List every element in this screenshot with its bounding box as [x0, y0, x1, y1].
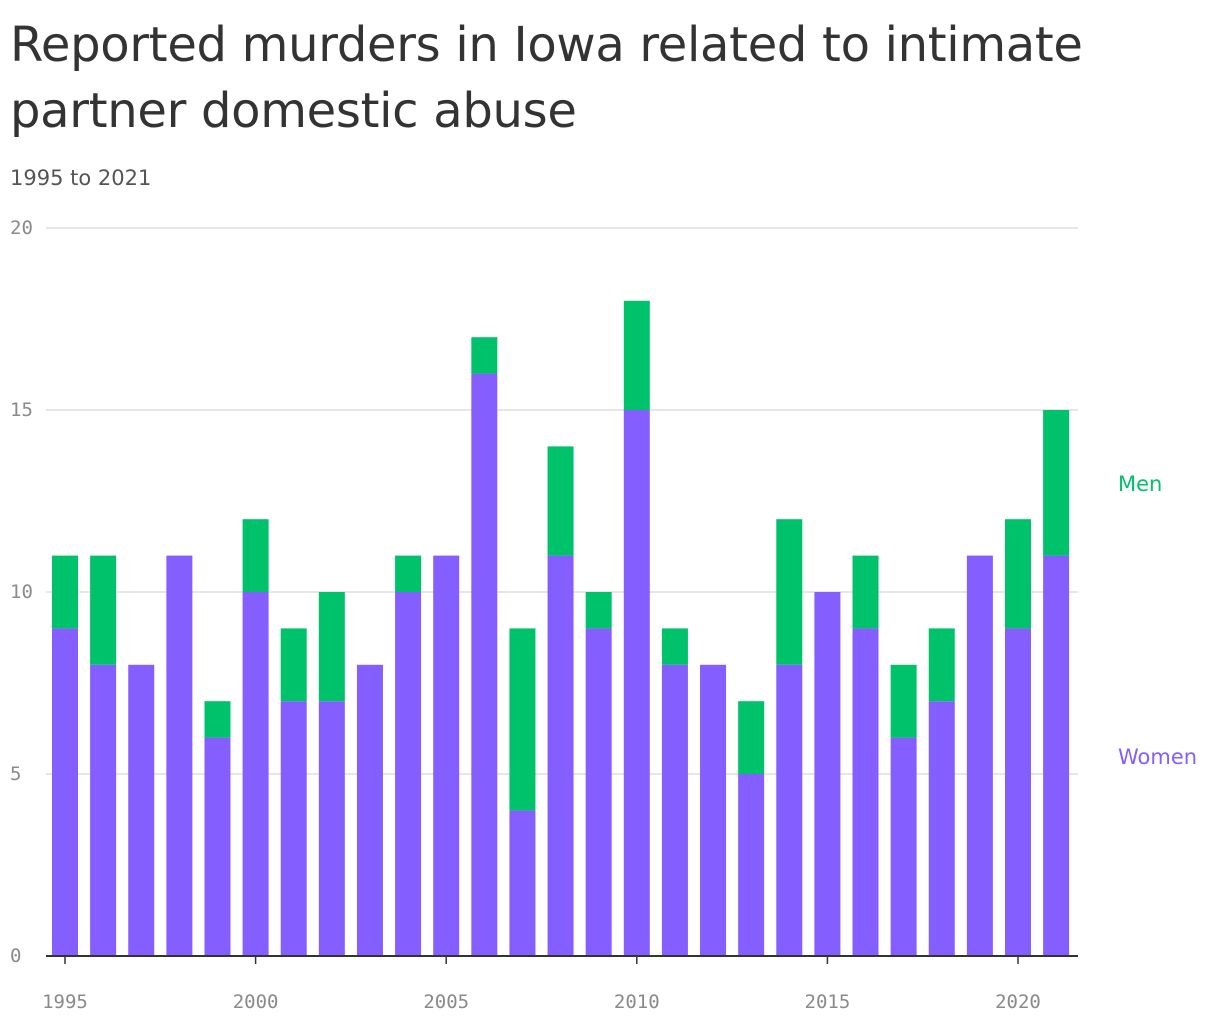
x-tick-label-2005: 2005 [423, 991, 469, 1013]
bar-women-2018 [928, 701, 955, 956]
bar-women-2005 [433, 555, 460, 956]
bar-women-2008 [547, 555, 574, 956]
bar-women-1995 [52, 628, 78, 956]
bar-men-1999 [204, 701, 231, 738]
bar-men-2001 [280, 628, 307, 702]
bar-women-2019 [966, 555, 993, 956]
x-tick-label-2020: 2020 [995, 991, 1041, 1013]
bar-men-2006 [471, 337, 498, 374]
bar-men-2011 [661, 628, 688, 665]
y-tick-label-10: 10 [10, 581, 33, 603]
bar-men-2007 [509, 628, 536, 811]
bar-men-2010 [623, 300, 650, 410]
legend-label-women: Women [1118, 745, 1197, 769]
x-tick-label-2010: 2010 [614, 991, 660, 1013]
axes: 0 5 10 15 20 1995 2000 2005 2010 2015 2020 [10, 217, 1078, 1013]
bar-men-2014 [776, 519, 803, 665]
bar-men-2004 [395, 555, 422, 592]
bar-men-1995 [52, 555, 78, 629]
legend: Men Women [1118, 472, 1197, 769]
y-tick-label-15: 15 [10, 399, 33, 421]
bar-women-2001 [280, 701, 307, 956]
y-tick-label-20: 20 [10, 217, 33, 239]
bar-women-2006 [471, 373, 498, 957]
bar-women-2009 [585, 628, 612, 956]
bar-women-1999 [204, 737, 231, 956]
bar-men-2021 [1043, 410, 1070, 556]
bar-men-2020 [1005, 519, 1031, 629]
chart-title: Reported murders in Iowa related to inti… [10, 17, 1083, 139]
bar-men-2016 [852, 555, 879, 629]
bar-women-2003 [356, 664, 383, 956]
bar-men-1996 [90, 555, 117, 665]
bar-men-2017 [890, 664, 917, 738]
bar-men-2009 [585, 592, 612, 629]
bar-men-2018 [928, 628, 955, 702]
bar-women-2010 [623, 410, 650, 956]
bar-women-2012 [700, 664, 727, 956]
bar-men-2008 [547, 446, 574, 556]
y-tick-label-0: 0 [10, 945, 21, 967]
bar-women-2020 [1005, 628, 1031, 956]
bar-women-2016 [852, 628, 879, 956]
x-tick-label-2015: 2015 [805, 991, 851, 1013]
bar-women-2017 [890, 737, 917, 956]
bar-women-2004 [395, 592, 422, 956]
bar-women-1996 [90, 664, 117, 956]
bar-women-2002 [318, 701, 345, 956]
bar-women-2014 [776, 664, 803, 956]
legend-label-men: Men [1118, 472, 1162, 496]
y-tick-label-5: 5 [10, 763, 21, 785]
x-tick-label-1995: 1995 [42, 991, 88, 1013]
bar-women-1998 [166, 555, 193, 956]
bar-men-2013 [738, 701, 765, 774]
bar-women-1997 [128, 664, 155, 956]
x-tick-label-2000: 2000 [233, 991, 279, 1013]
bar-women-2000 [242, 592, 269, 956]
bar-women-2021 [1043, 555, 1070, 956]
bar-women-2011 [661, 664, 688, 956]
bar-women-2007 [509, 810, 536, 956]
bar-men-2002 [318, 592, 345, 702]
bar-men-2000 [242, 519, 269, 592]
bar-women-2015 [814, 592, 841, 956]
bars [52, 300, 1070, 957]
stacked-bar-chart: 0 5 10 15 20 1995 2000 2005 2010 2015 2020 Men Wome… [10, 217, 1197, 1013]
chart-subtitle: 1995 to 2021 [10, 166, 152, 190]
bar-women-2013 [738, 774, 765, 956]
